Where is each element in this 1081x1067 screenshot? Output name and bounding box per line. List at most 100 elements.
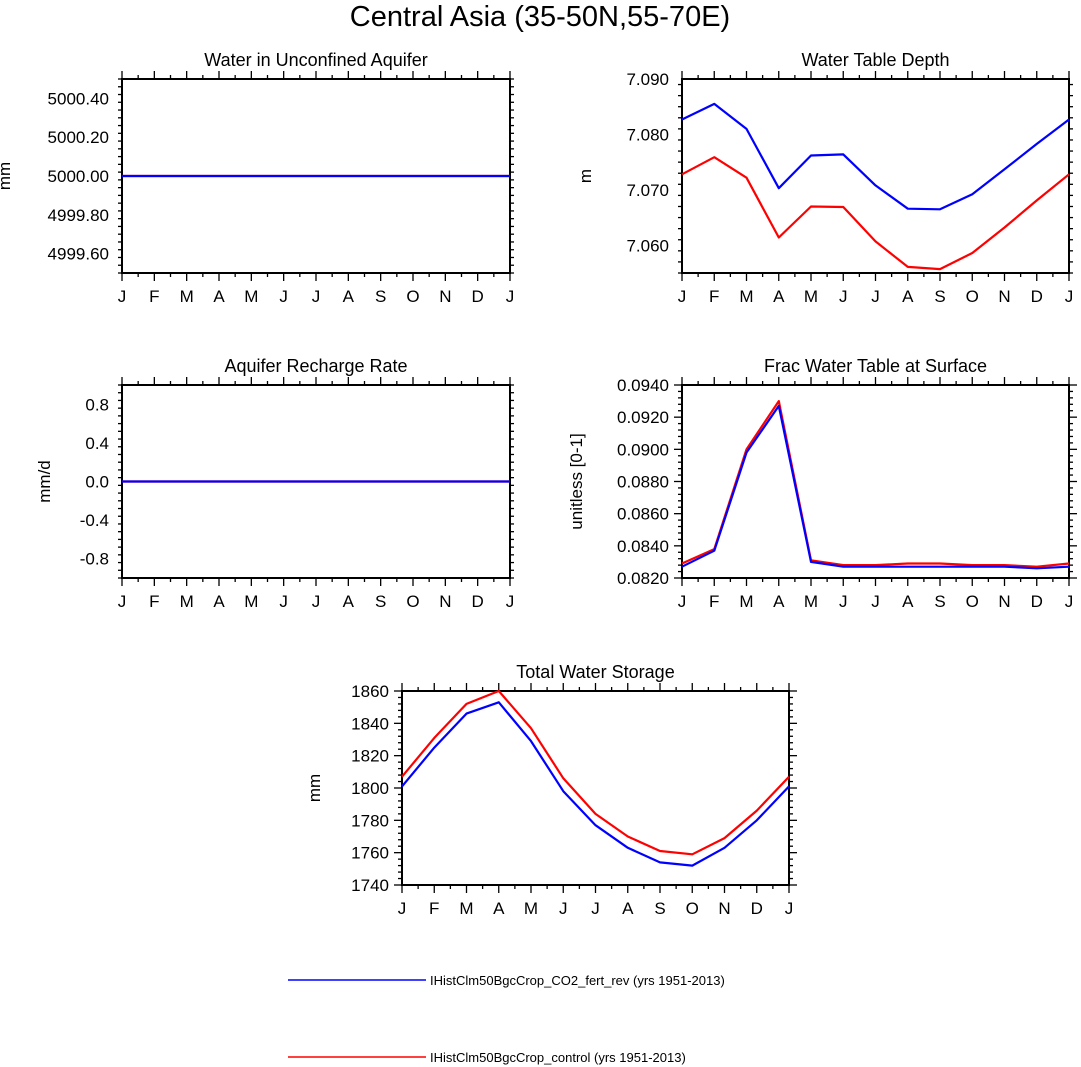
x-tick-label: J (678, 287, 687, 306)
panel-title: Aquifer Recharge Rate (224, 356, 407, 376)
panel-title: Frac Water Table at Surface (764, 356, 987, 376)
y-axis-label: m (576, 169, 595, 183)
x-tick-label: F (149, 287, 159, 306)
x-tick-label: F (149, 592, 159, 611)
x-tick-label: D (1031, 287, 1043, 306)
x-tick-label: D (751, 899, 763, 918)
series-line-fert_rev (681, 404, 1070, 570)
y-tick-label: 7.060 (626, 236, 669, 255)
x-tick-label: A (773, 287, 785, 306)
x-tick-label: J (785, 899, 794, 918)
x-tick-label: N (718, 899, 730, 918)
y-tick-label: 7.070 (626, 181, 669, 200)
x-tick-label: A (622, 899, 634, 918)
y-tick-label: 5000.40 (48, 89, 109, 108)
y-axis-label: unitless [0-1] (567, 433, 586, 529)
x-tick-label: J (506, 287, 515, 306)
plot-frame (681, 384, 1070, 579)
x-tick-label: A (902, 592, 914, 611)
x-tick-label: S (375, 592, 386, 611)
x-tick-label: M (804, 592, 818, 611)
x-tick-label: S (934, 592, 945, 611)
x-tick-label: N (439, 592, 451, 611)
x-tick-label: J (279, 287, 288, 306)
x-tick-label: O (686, 899, 699, 918)
x-tick-label: J (1065, 287, 1074, 306)
x-tick-label: J (312, 287, 321, 306)
x-tick-label: J (839, 592, 848, 611)
y-tick-label: 0.0900 (617, 440, 669, 459)
x-tick-label: M (244, 287, 258, 306)
x-tick-label: N (439, 287, 451, 306)
x-tick-label: O (966, 592, 979, 611)
x-tick-label: S (654, 899, 665, 918)
main-title: Central Asia (35-50N,55-70E) (350, 1, 730, 33)
x-tick-label: D (472, 592, 484, 611)
x-tick-label: F (709, 287, 719, 306)
x-tick-label: J (279, 592, 288, 611)
x-tick-label: J (312, 592, 321, 611)
x-tick-label: A (493, 899, 505, 918)
y-tick-label: 0.0840 (617, 537, 669, 556)
legend-label-fert-rev: IHistClm50BgcCrop_CO2_fert_rev (yrs 1951… (430, 973, 725, 988)
y-tick-label: 1860 (351, 682, 389, 701)
panel-title: Water in Unconfined Aquifer (204, 50, 427, 70)
x-tick-label: A (213, 287, 225, 306)
x-tick-label: N (998, 592, 1010, 611)
panel-frac-water-table-at-surface: Frac Water Table at Surface unitless [0-1… (567, 356, 1077, 611)
legend-item-fert-rev: IHistClm50BgcCrop_CO2_fert_rev (yrs 1951… (288, 973, 725, 988)
series-line-control (681, 156, 1070, 271)
y-tick-label: 1820 (351, 747, 389, 766)
legend-label-control: IHistClm50BgcCrop_control (yrs 1951-2013… (430, 1050, 686, 1065)
y-tick-label: 0.0820 (617, 569, 669, 588)
x-tick-label: J (118, 592, 127, 611)
x-tick-label: A (902, 287, 914, 306)
y-tick-label: -0.8 (80, 550, 109, 569)
y-tick-label: 5000.00 (48, 167, 109, 186)
panel-title: Total Water Storage (516, 662, 674, 682)
y-tick-label: 0.0 (85, 473, 109, 492)
x-tick-label: A (213, 592, 225, 611)
x-tick-label: J (871, 592, 880, 611)
y-tick-label: 4999.60 (48, 245, 109, 264)
x-tick-label: D (1031, 592, 1043, 611)
y-axis-label: mm (0, 162, 14, 190)
y-tick-label: 1840 (351, 714, 389, 733)
x-tick-label: A (343, 592, 355, 611)
x-tick-label: A (773, 592, 785, 611)
x-tick-label: J (1065, 592, 1074, 611)
x-tick-label: M (804, 287, 818, 306)
y-tick-label: 0.0860 (617, 505, 669, 524)
y-tick-label: 1780 (351, 811, 389, 830)
y-axis-label: mm/d (35, 460, 54, 503)
x-tick-label: J (398, 899, 407, 918)
series-line-control (401, 689, 790, 856)
x-tick-label: J (506, 592, 515, 611)
series-line-fert_rev (681, 102, 1070, 211)
legend: IHistClm50BgcCrop_CO2_fert_rev (yrs 1951… (288, 973, 725, 1065)
x-tick-label: J (871, 287, 880, 306)
x-tick-label: J (678, 592, 687, 611)
x-tick-label: D (472, 287, 484, 306)
y-tick-label: 5000.20 (48, 128, 109, 147)
y-tick-label: 1800 (351, 779, 389, 798)
panel-title: Water Table Depth (801, 50, 949, 70)
x-tick-label: J (559, 899, 568, 918)
y-tick-label: 0.8 (85, 395, 109, 414)
y-tick-label: 7.090 (626, 70, 669, 89)
y-tick-label: 7.080 (626, 125, 669, 144)
y-tick-label: 1740 (351, 876, 389, 895)
y-tick-label: 0.0880 (617, 473, 669, 492)
x-tick-label: M (244, 592, 258, 611)
y-axis-label: mm (305, 774, 324, 802)
x-tick-label: M (180, 287, 194, 306)
y-tick-label: 0.0920 (617, 408, 669, 427)
x-tick-label: N (998, 287, 1010, 306)
series-line-fert_rev (401, 701, 790, 867)
x-tick-label: J (591, 899, 600, 918)
x-tick-label: S (375, 287, 386, 306)
